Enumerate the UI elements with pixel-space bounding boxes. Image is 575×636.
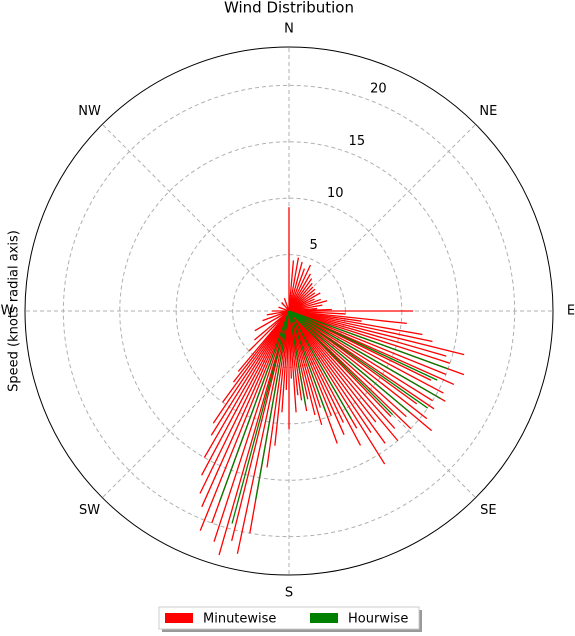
wind-bar — [231, 310, 290, 542]
wind-bar — [288, 310, 386, 465]
wind-bar — [288, 310, 362, 446]
theta-tick-label: SE — [480, 503, 496, 518]
wind-bar — [288, 310, 407, 418]
wind-bar — [278, 306, 290, 312]
wind-bar — [288, 310, 444, 394]
wind-bar — [288, 310, 438, 381]
wind-bar — [288, 310, 394, 416]
wind-bar — [201, 310, 290, 508]
theta-tick-label: S — [285, 586, 293, 601]
wind-bar — [255, 310, 290, 500]
wind-bar — [288, 310, 377, 423]
theta-tick-label: N — [284, 22, 294, 37]
wind-bar — [288, 310, 399, 442]
wind-bar — [236, 310, 290, 554]
legend-swatch — [165, 613, 193, 623]
r-grid-line — [62, 84, 516, 538]
wind-bar — [288, 310, 433, 402]
wind-bar — [288, 310, 396, 429]
wind-bar — [283, 298, 290, 312]
wind-bar — [288, 310, 411, 414]
legend-swatch — [310, 613, 338, 623]
legend-label: Hourwise — [348, 612, 408, 627]
wind-bar — [288, 310, 428, 409]
wind-bar — [288, 310, 352, 419]
wind-bar — [288, 257, 300, 312]
wind-bar — [222, 310, 290, 403]
wind-bar — [201, 310, 290, 476]
wind-bar — [288, 310, 433, 343]
wind-bar — [266, 310, 290, 316]
r-tick-label: 10 — [327, 186, 344, 201]
theta-tick-label: E — [567, 304, 575, 319]
theta-tick-label: SW — [79, 503, 100, 518]
chart-title: Wind Distribution — [224, 0, 354, 17]
wind-bar — [254, 310, 290, 341]
wind-bar — [213, 310, 290, 542]
y-label: Speed (knots radial axis) — [7, 230, 22, 392]
theta-tick-label: NW — [78, 104, 101, 119]
theta-tick-label: W — [1, 304, 14, 319]
wind-bar — [288, 310, 451, 364]
wind-bar — [288, 310, 323, 426]
wind-bar — [288, 264, 312, 312]
wind-bar — [218, 310, 290, 503]
legend-label: Minutewise — [203, 612, 276, 627]
wind-bar — [248, 310, 290, 352]
outer-circle — [24, 46, 554, 576]
wind-bar — [288, 310, 428, 420]
wind-bar — [199, 310, 290, 494]
wind-bar — [288, 260, 295, 312]
wind-bar — [288, 310, 449, 370]
wind-bar — [266, 310, 290, 468]
r-grid-line — [119, 141, 459, 481]
wind-bar — [288, 310, 345, 435]
wind-bar — [288, 310, 344, 423]
r-tick-label: 5 — [310, 238, 318, 253]
wind-bar — [288, 268, 306, 312]
wind-bar — [262, 310, 290, 322]
wind-bar — [231, 310, 290, 524]
wind-bar — [210, 310, 290, 436]
theta-grid-line — [288, 123, 477, 312]
wind-bar — [199, 310, 290, 531]
r-tick-label: 15 — [349, 134, 366, 149]
theta-grid-line — [101, 123, 290, 312]
wind-bar — [288, 310, 447, 357]
wind-bar — [288, 261, 303, 312]
wind-bar — [288, 310, 307, 406]
wind-bar — [218, 310, 290, 556]
wind-bar — [288, 310, 327, 412]
wind-bar — [288, 310, 441, 399]
theta-tick-label: NE — [479, 104, 497, 119]
wind-bar — [288, 310, 447, 375]
legend-box — [158, 606, 420, 630]
wind-bar — [288, 310, 386, 444]
wind-bar — [274, 310, 290, 446]
wind-bar — [288, 310, 332, 416]
wind-bar — [254, 310, 290, 332]
legend: Minutewise Hourwise — [158, 606, 422, 632]
r-tick-label: 20 — [370, 82, 387, 97]
wind-bar — [203, 310, 290, 458]
wind-bar — [288, 310, 372, 433]
wind-bar — [288, 310, 423, 336]
wind-bar — [288, 310, 407, 325]
wind-bar — [212, 310, 290, 424]
wind-bar — [288, 310, 465, 356]
wind-bar — [237, 310, 290, 372]
